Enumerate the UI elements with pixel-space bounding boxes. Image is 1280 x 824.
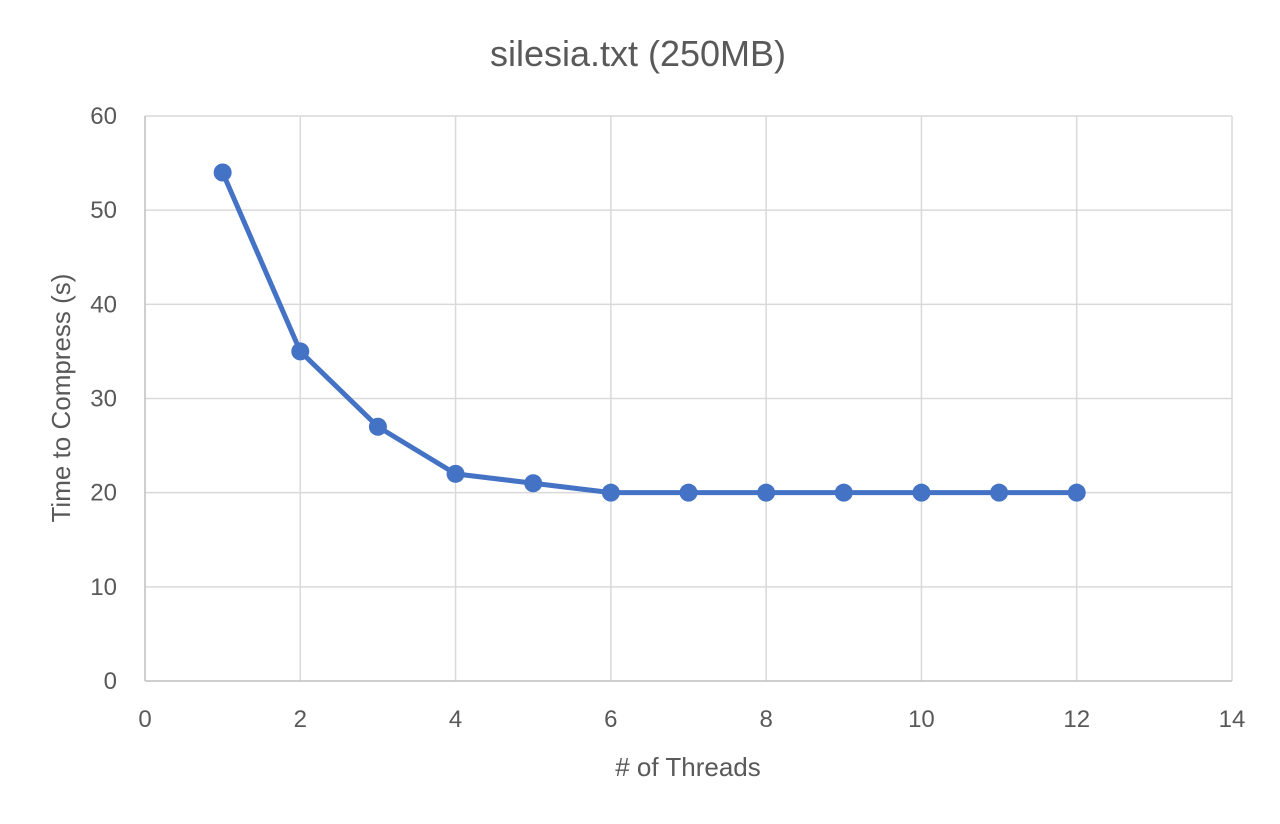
x-tick-label-0: 0 — [138, 706, 151, 733]
data-point-0-3 — [446, 464, 465, 483]
data-point-0-1 — [291, 342, 310, 361]
x-tick-label-1: 2 — [294, 706, 307, 733]
x-tick-label-3: 6 — [604, 706, 617, 733]
x-tick-label-2: 4 — [449, 706, 462, 733]
x-axis-label: # of Threads — [615, 752, 761, 782]
data-point-0-4 — [524, 474, 543, 493]
y-tick-label-1: 10 — [90, 574, 117, 601]
series-line-0 — [220, 170, 1080, 496]
series-layer — [213, 163, 1086, 502]
y-axis-label: Time to Compress (s) — [46, 274, 76, 523]
data-point-0-7 — [757, 483, 776, 502]
x-tick-label-4: 8 — [759, 706, 772, 733]
y-tick-label-4: 40 — [90, 291, 117, 318]
axes — [144, 116, 1232, 682]
x-tick-label-6: 12 — [1063, 706, 1090, 733]
data-point-0-8 — [834, 483, 853, 502]
data-point-0-6 — [679, 483, 698, 502]
chart-title: silesia.txt (250MB) — [490, 33, 786, 74]
x-tick-label-7: 14 — [1219, 706, 1246, 733]
gridlines — [145, 115, 1233, 681]
data-point-0-5 — [601, 483, 620, 502]
y-tick-label-6: 60 — [90, 103, 117, 130]
y-tick-label-2: 20 — [90, 480, 117, 507]
y-tick-label-0: 0 — [104, 668, 117, 695]
data-point-0-2 — [368, 417, 387, 436]
data-point-0-10 — [990, 483, 1009, 502]
data-point-0-11 — [1067, 483, 1086, 502]
tick-labels: 0 10 20 30 40 50 60 0 2 4 6 8 10 12 14 — [90, 103, 1245, 733]
y-tick-label-5: 50 — [90, 197, 117, 224]
x-tick-label-5: 10 — [908, 706, 935, 733]
y-tick-label-3: 30 — [90, 386, 117, 413]
data-point-0-9 — [912, 483, 931, 502]
data-point-0-0 — [213, 163, 232, 182]
